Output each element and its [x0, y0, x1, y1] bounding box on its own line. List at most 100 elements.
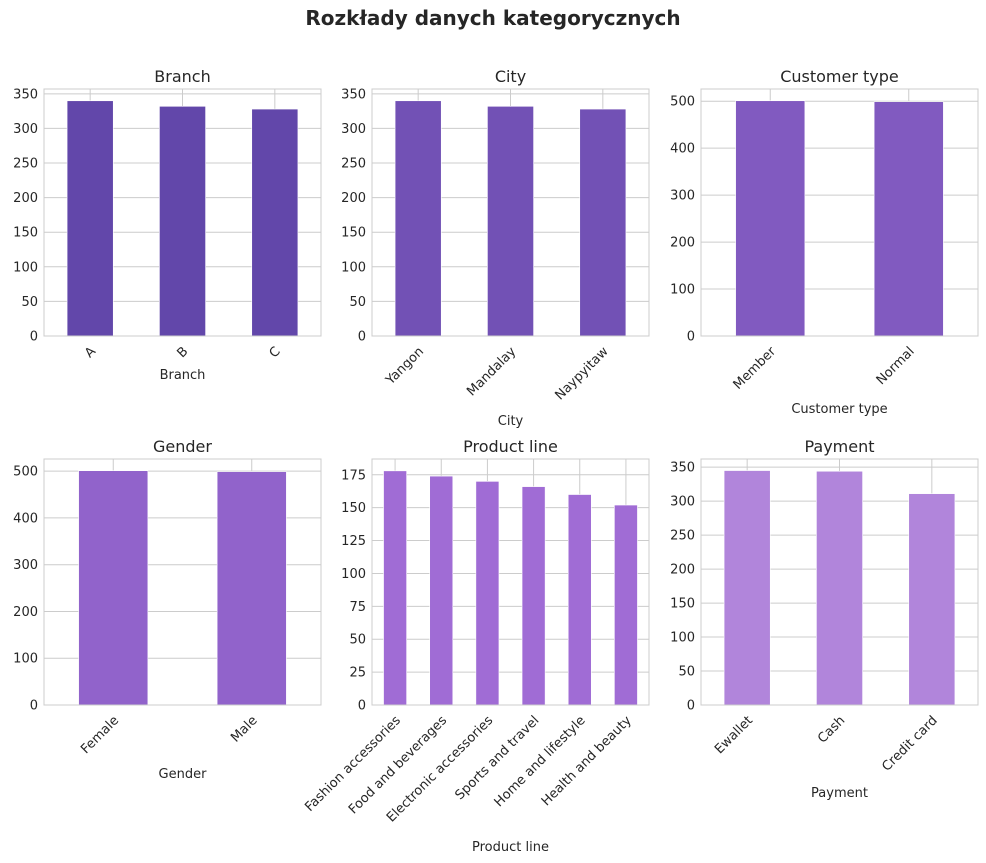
y-tick-label: 0: [30, 699, 38, 714]
x-tick-label: Ewallet: [712, 713, 756, 757]
y-tick-label: 200: [13, 191, 38, 206]
y-tick-label: 75: [349, 600, 366, 615]
subplot-title: City: [495, 67, 526, 86]
y-tick-label: 0: [30, 330, 38, 345]
bar: [251, 108, 299, 337]
y-tick-label: 200: [341, 191, 366, 206]
y-tick-label: 200: [670, 236, 695, 251]
subplot-customer-type: 0 100 200 300 400 500 Member Normal Customer typ…: [670, 67, 979, 417]
x-axis-label: Gender: [159, 767, 208, 782]
bar: [216, 471, 287, 706]
x-tick-label: Member: [731, 344, 780, 393]
y-tick-label: 125: [341, 534, 366, 549]
bar: [521, 486, 546, 706]
axes-frame: [371, 458, 650, 706]
bar: [159, 105, 206, 337]
subplot-gender: 0 100 200 300 400 500 Female Male Gender Gender: [13, 437, 322, 782]
y-tick-label: 0: [687, 330, 695, 345]
y-tick-label: 250: [341, 157, 366, 172]
x-tick-label: C: [267, 344, 284, 361]
bar: [567, 494, 592, 706]
y-tick-label: 150: [341, 226, 366, 241]
x-axis-label: Payment: [811, 786, 868, 801]
y-tick-label: 300: [670, 189, 695, 204]
axes-frame: [371, 88, 650, 337]
bar: [487, 105, 534, 337]
x-tick-label: Normal: [874, 344, 918, 388]
x-tick-label: Credit card: [879, 713, 940, 774]
bar: [66, 100, 114, 337]
subplot-title: Gender: [153, 437, 212, 456]
y-tick-label: 175: [341, 468, 366, 483]
y-tick-label: 100: [341, 260, 366, 275]
y-tick-label: 100: [13, 652, 38, 667]
y-tick-label: 50: [21, 295, 38, 310]
axes-frame: [700, 88, 979, 337]
bar: [723, 470, 771, 706]
y-tick-label: 300: [670, 495, 695, 510]
y-tick-label: 350: [13, 87, 38, 102]
y-tick-label: 100: [341, 567, 366, 582]
subplot-title: Product line: [463, 437, 558, 456]
y-tick-label: 250: [13, 157, 38, 172]
x-tick-label: Female: [78, 713, 122, 757]
subplot-city: 0 50 100 150 200 250 300 350 Yangon Mandalay Naypy…: [341, 67, 650, 429]
y-tick-label: 400: [13, 511, 38, 526]
y-tick-label: 50: [678, 665, 695, 680]
y-tick-label: 250: [670, 529, 695, 544]
subplot-title: Payment: [804, 437, 874, 456]
axes-frame: [700, 458, 979, 706]
y-tick-label: 0: [687, 699, 695, 714]
x-axis-label: City: [498, 414, 524, 429]
y-tick-label: 100: [670, 283, 695, 298]
y-tick-label: 300: [13, 558, 38, 573]
subplot-branch: 0 50 100 150 200 250 300 350 A B C Branch Branch: [13, 67, 322, 383]
y-tick-label: 100: [670, 631, 695, 646]
axes-frame: [43, 88, 322, 337]
bar: [78, 470, 149, 706]
y-tick-label: 0: [358, 330, 366, 345]
y-tick-label: 25: [349, 666, 366, 681]
subplot-payment: 0 50 100 150 200 250 300 350 Ewallet Cash Credit c…: [670, 437, 979, 801]
y-tick-label: 500: [13, 465, 38, 480]
y-tick-label: 350: [341, 87, 366, 102]
y-tick-label: 50: [349, 633, 366, 648]
figure-title: Rozkłady danych kategorycznych: [305, 6, 681, 30]
y-tick-label: 500: [670, 95, 695, 110]
y-tick-label: 100: [13, 260, 38, 275]
x-tick-label: A: [82, 344, 99, 361]
x-tick-label: Sports and travel: [453, 713, 543, 803]
y-tick-label: 150: [670, 597, 695, 612]
y-tick-label: 200: [13, 605, 38, 620]
bar: [475, 481, 500, 706]
bar: [908, 493, 956, 706]
x-tick-label: Mandalay: [464, 344, 519, 399]
subplot-title: Branch: [154, 67, 210, 86]
y-tick-label: 50: [349, 295, 366, 310]
x-tick-label: B: [174, 344, 191, 361]
x-tick-label: Male: [228, 713, 260, 745]
x-axis-label: Customer type: [791, 402, 887, 417]
bar: [429, 475, 454, 706]
x-axis-label: Product line: [472, 840, 549, 855]
subplot-title: Customer type: [780, 67, 899, 86]
x-tick-label: Yangon: [383, 344, 427, 388]
x-tick-label: Health and beauty: [539, 713, 635, 809]
x-axis-label: Branch: [160, 368, 206, 383]
y-tick-label: 400: [670, 142, 695, 157]
y-tick-label: 150: [341, 501, 366, 516]
x-tick-label: Naypyitaw: [553, 344, 612, 403]
y-tick-label: 350: [670, 461, 695, 476]
bar: [614, 504, 638, 706]
bar: [873, 101, 944, 337]
y-tick-label: 300: [341, 122, 366, 137]
y-tick-label: 0: [358, 699, 366, 714]
bar: [579, 108, 627, 337]
x-tick-label: Home and lifestyle: [492, 713, 589, 810]
y-tick-label: 300: [13, 122, 38, 137]
y-tick-label: 150: [13, 226, 38, 241]
bar: [383, 470, 407, 706]
x-tick-label: Cash: [815, 713, 848, 746]
